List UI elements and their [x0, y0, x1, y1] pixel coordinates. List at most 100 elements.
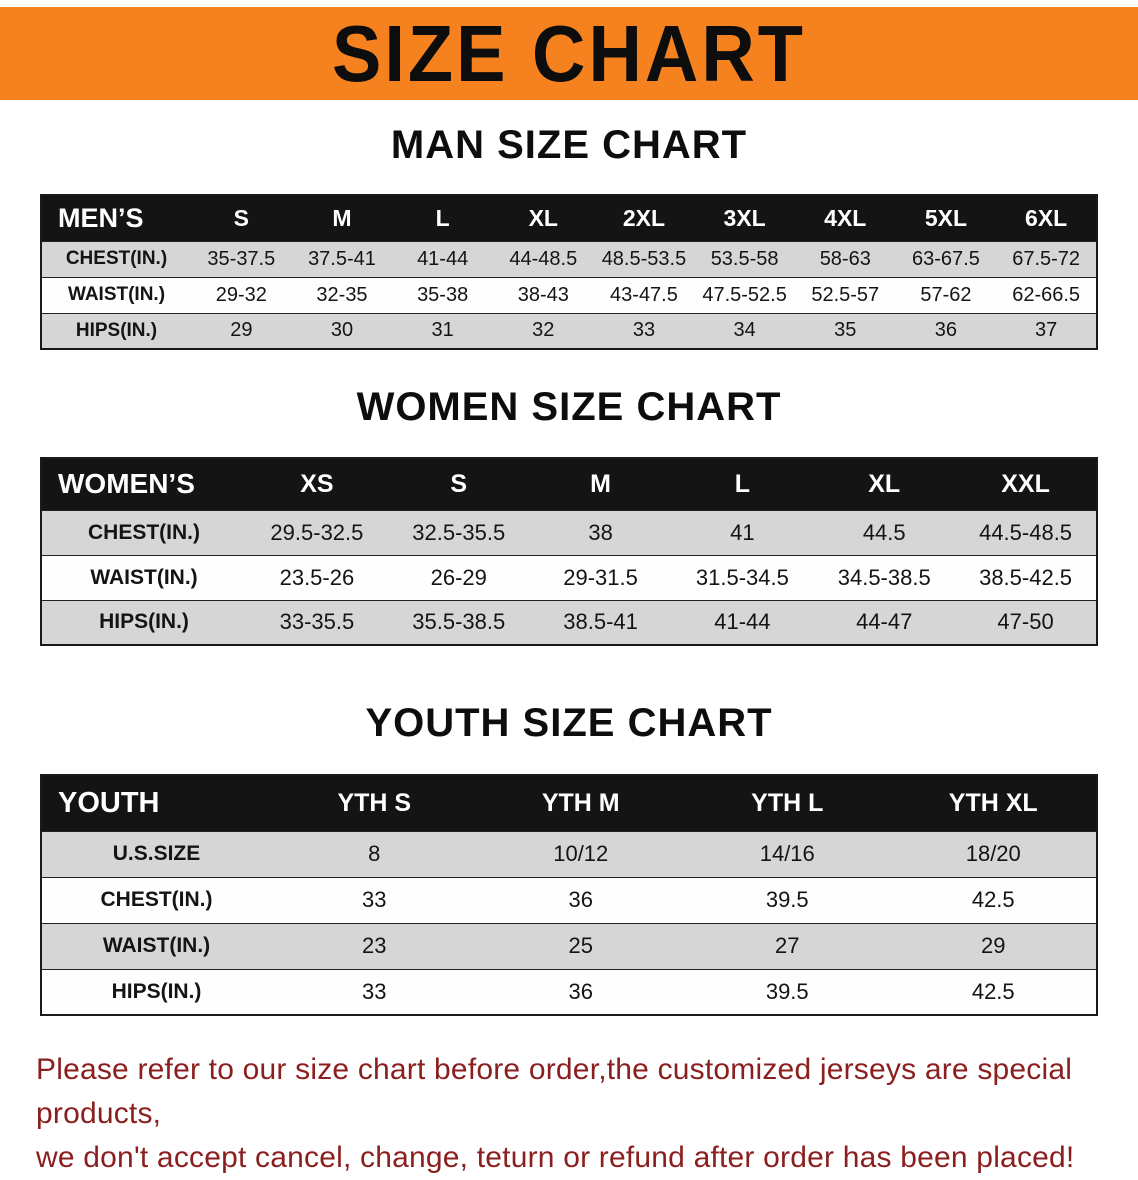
cell-value: 36 — [568, 978, 593, 1004]
cell-value: 42.5 — [971, 978, 1015, 1004]
cell-value: 38-43 — [517, 283, 569, 306]
cell-value: 52.5-57 — [811, 283, 880, 306]
data-row: CHEST(IN.) 29.5-32.5 32.5-35.5 38 41 44.5 44.5… — [41, 510, 1097, 555]
cell-value: 41-44 — [417, 247, 469, 270]
men-size-table: MEN’S S M L XL 2XL 3XL 4XL 5XL 6XL CHEST(IN.) 35-37… — [40, 194, 1098, 350]
cell-value: 8 — [368, 841, 381, 866]
cell-value: 33 — [362, 887, 387, 912]
cell-value: 18/20 — [965, 841, 1021, 866]
cell-value: 44.5-48.5 — [979, 519, 1073, 545]
sections-container: MAN SIZE CHART MEN’S S M L XL 2XL 3XL 4XL 5XL 6XL C… — [0, 122, 1138, 1016]
footer-line-2: we don't accept cancel, change, teturn o… — [36, 1141, 1075, 1174]
women-size-table: WOMEN’S XS S M L XL XXL CHEST(IN.) 29.5-32.5 32.5… — [40, 457, 1098, 646]
row-label: WAIST(IN.) — [67, 284, 166, 305]
header-size: 2XL — [622, 204, 666, 231]
cell-value: 25 — [568, 933, 593, 958]
cell-value: 33 — [362, 978, 387, 1004]
cell-value: 33-35.5 — [279, 609, 355, 635]
cell-value: 14/16 — [759, 841, 815, 866]
row-label: WAIST(IN.) — [90, 565, 198, 589]
cell-value: 38 — [588, 519, 613, 545]
cell-value: 39.5 — [765, 887, 809, 912]
cell-value: 44-48.5 — [509, 247, 578, 270]
cell-value: 29-32 — [215, 283, 267, 306]
cell-value: 35.5-38.5 — [412, 609, 506, 635]
header-size: XS — [300, 469, 334, 498]
youth-size-table: YOUTH YTH S YTH M YTH L YTH XL U.S.SIZE 8 10/12… — [40, 774, 1098, 1016]
header-size: 4XL — [824, 204, 867, 231]
header-size: S — [233, 204, 249, 231]
header-row: YOUTH YTH S YTH M YTH L YTH XL — [41, 775, 1097, 831]
data-row: HIPS(IN.) 33 36 39.5 42.5 — [41, 969, 1097, 1015]
header-size: YTH XL — [948, 788, 1038, 817]
cell-value: 39.5 — [765, 978, 809, 1004]
header-size: YTH M — [541, 788, 620, 817]
cell-value: 23 — [362, 933, 387, 958]
header-size: 6XL — [1025, 204, 1068, 231]
cell-value: 37 — [1035, 319, 1058, 342]
header-size: YTH L — [751, 788, 824, 817]
header-size: XL — [528, 204, 558, 231]
data-row: WAIST(IN.) 23 25 27 29 — [41, 923, 1097, 969]
cell-value: 32-35 — [316, 283, 368, 306]
row-label: U.S.SIZE — [112, 842, 201, 865]
section-women: WOMEN SIZE CHART WOMEN’S XS S M L XL XXL CHEST(I… — [0, 384, 1138, 646]
cell-value: 31 — [431, 319, 454, 342]
header-size: L — [734, 469, 751, 498]
data-row: WAIST(IN.) 29-32 32-35 35-38 38-43 43-47.5 47.… — [41, 277, 1097, 313]
cell-value: 26-29 — [430, 564, 487, 590]
cell-value: 30 — [330, 319, 354, 342]
cell-value: 43-47.5 — [610, 283, 678, 306]
header-size: M — [590, 469, 611, 498]
section-men: MAN SIZE CHART MEN’S S M L XL 2XL 3XL 4XL 5XL 6XL C… — [0, 122, 1138, 350]
banner-title: SIZE CHART — [332, 8, 806, 99]
row-label: CHEST(IN.) — [100, 888, 213, 911]
cell-value: 38.5-42.5 — [979, 564, 1073, 590]
cell-value: 31.5-34.5 — [695, 564, 789, 590]
cell-value: 32 — [532, 319, 555, 342]
header-size: S — [450, 469, 468, 498]
header-size: 3XL — [723, 204, 766, 231]
cell-value: 34 — [733, 319, 756, 342]
cell-value: 58-63 — [819, 247, 871, 270]
header-size: 5XL — [924, 204, 968, 231]
cell-value: 57-62 — [920, 283, 972, 306]
cell-value: 36 — [568, 887, 593, 912]
header-row: MEN’S S M L XL 2XL 3XL 4XL 5XL 6XL — [41, 195, 1097, 241]
cell-value: 53.5-58 — [710, 247, 779, 270]
header-label: YOUTH — [58, 786, 160, 819]
data-row: WAIST(IN.) 23.5-26 26-29 29-31.5 31.5-34.5 34… — [41, 555, 1097, 600]
cell-value: 44-47 — [856, 609, 913, 635]
data-row: HIPS(IN.) 29 30 31 32 33 34 35 36 37 — [41, 313, 1097, 349]
header-size: YTH S — [337, 788, 412, 817]
row-label: HIPS(IN.) — [99, 610, 189, 634]
header-size: L — [435, 204, 450, 231]
header-size: XXL — [1001, 469, 1050, 498]
cell-value: 34.5-38.5 — [837, 564, 931, 590]
cell-value: 29.5-32.5 — [270, 519, 364, 545]
cell-value: 63-67.5 — [912, 247, 980, 270]
header-size: XL — [868, 469, 901, 498]
section-title-men: MAN SIZE CHART — [390, 123, 748, 167]
row-label: HIPS(IN.) — [111, 979, 202, 1003]
section-youth: YOUTH SIZE CHART YOUTH YTH S YTH M YTH L YTH … — [0, 700, 1138, 1016]
banner: SIZE CHART — [0, 7, 1138, 100]
cell-value: 29 — [981, 933, 1006, 958]
cell-value: 29-31.5 — [563, 564, 638, 590]
cell-value: 37.5-41 — [308, 247, 376, 270]
row-label: CHEST(IN.) — [65, 248, 168, 269]
row-label: CHEST(IN.) — [88, 520, 200, 544]
row-label: WAIST(IN.) — [102, 934, 211, 957]
section-title-women: WOMEN SIZE CHART — [356, 385, 782, 429]
cell-value: 38.5-41 — [563, 609, 638, 635]
cell-value: 67.5-72 — [1012, 247, 1081, 270]
cell-value: 35-38 — [417, 283, 469, 306]
footer-line-1: Please refer to our size chart before or… — [36, 1053, 1073, 1130]
data-row: U.S.SIZE 8 10/12 14/16 18/20 — [41, 831, 1097, 877]
cell-value: 10/12 — [553, 841, 609, 866]
data-row: CHEST(IN.) 35-37.5 37.5-41 41-44 44-48.5 48.5… — [41, 241, 1097, 277]
cell-value: 33 — [632, 319, 656, 342]
footer-note: Please refer to our size chart before or… — [0, 1048, 1138, 1180]
header-label: MEN’S — [58, 202, 144, 233]
cell-value: 62-66.5 — [1012, 283, 1081, 306]
